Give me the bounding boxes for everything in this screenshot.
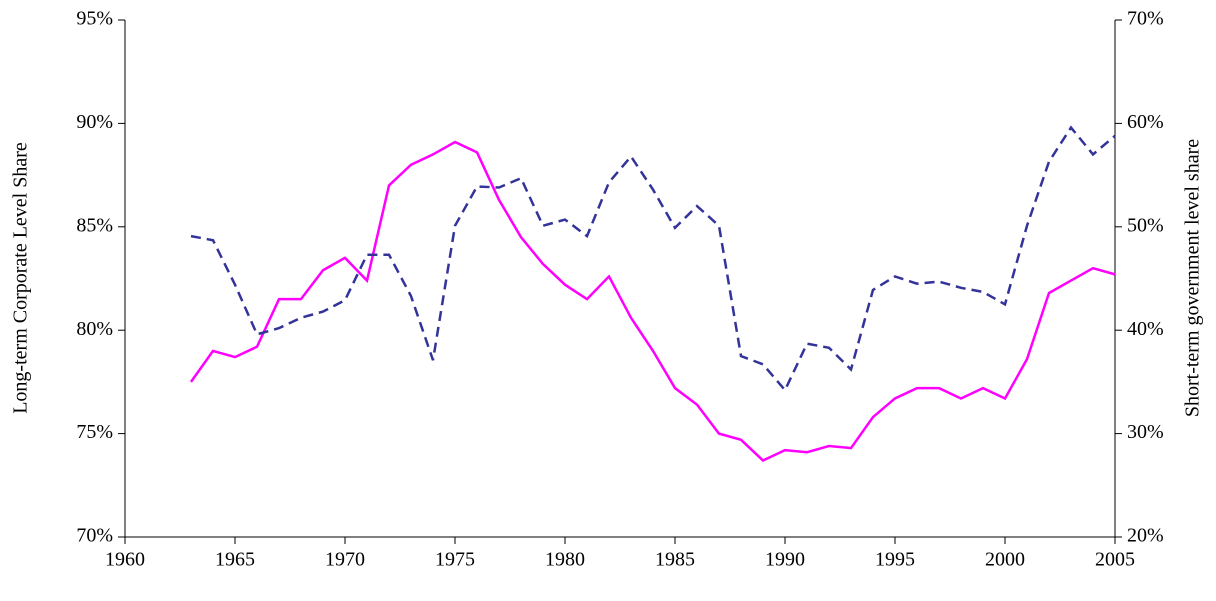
series-line bbox=[189, 140, 1116, 462]
y2-tick-label: 70% bbox=[1127, 8, 1164, 30]
y-tick-label: 90% bbox=[76, 111, 113, 133]
y2-tick-label: 40% bbox=[1127, 318, 1164, 340]
y2-tick-label: 30% bbox=[1127, 421, 1164, 443]
x-tick-label: 1985 bbox=[655, 549, 695, 571]
x-tick-label: 1970 bbox=[325, 549, 365, 571]
x-tick-label: 2005 bbox=[1095, 549, 1135, 571]
x-tick-label: 1960 bbox=[105, 549, 145, 571]
x-tick-label: 2000 bbox=[985, 549, 1025, 571]
y-tick-label: 85% bbox=[76, 214, 113, 236]
y2-tick-label: 60% bbox=[1127, 111, 1164, 133]
x-tick-label: 1975 bbox=[435, 549, 475, 571]
y-tick-label: 80% bbox=[76, 318, 113, 340]
y-tick-label: 70% bbox=[76, 525, 113, 547]
y-tick-label: 75% bbox=[76, 421, 113, 443]
x-tick-label: 1990 bbox=[765, 549, 805, 571]
x-tick-label: 1980 bbox=[545, 549, 585, 571]
y2-axis-label: Short-term government level share bbox=[1182, 139, 1204, 417]
y-tick-label: 95% bbox=[76, 8, 113, 30]
y2-tick-label: 20% bbox=[1127, 525, 1164, 547]
series-line bbox=[190, 125, 1116, 393]
x-tick-label: 1965 bbox=[215, 549, 255, 571]
x-tick-label: 1995 bbox=[875, 549, 915, 571]
y-axis-label: Long-term Corporate Level Share bbox=[10, 142, 32, 414]
y2-tick-label: 50% bbox=[1127, 214, 1164, 236]
